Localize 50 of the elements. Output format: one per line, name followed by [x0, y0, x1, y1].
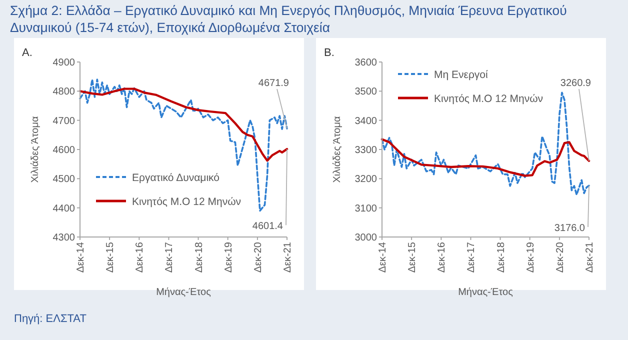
- annotation: 3176.0: [554, 223, 586, 234]
- text: Πηγή: ΕΛΣΤΑΤ: [14, 313, 87, 325]
- y-tick-label: 3100: [354, 203, 378, 214]
- y-tick-label: 4600: [52, 145, 76, 156]
- x-axis-title: Μήνας-Έτος: [156, 287, 212, 298]
- x-tick-label: Δεκ-17: [164, 242, 176, 273]
- x-tick-label: Δεκ-19: [223, 242, 234, 273]
- x-tick-label: Δεκ-20: [252, 242, 264, 273]
- annotation: 4671.9: [258, 78, 290, 89]
- legend-label: Κινητός Μ.Ο 12 Μηνών: [132, 196, 242, 208]
- x-tick-label: Δεκ-16: [134, 242, 146, 273]
- x-tick-label: Δεκ-18: [496, 242, 507, 273]
- y-tick-label: 4800: [52, 86, 76, 98]
- y-axis-title: Χιλιάδες Άτομα: [332, 116, 343, 183]
- y-tick-label: 3400: [354, 116, 378, 127]
- x-tick-label: Δεκ-19: [525, 242, 536, 273]
- line-series: [381, 92, 590, 196]
- x-tick-label: Δεκ-21: [282, 242, 294, 273]
- annotation: 4601.4: [252, 221, 284, 232]
- legend-label: Κινητός Μ.Ο 12 Μηνών: [434, 93, 544, 105]
- x-axis-title: Μήνας-Έτος: [458, 287, 514, 298]
- x-tick-label: Δεκ-21: [584, 242, 596, 273]
- legend-label: Εργατικό Δυναμικό: [132, 172, 220, 184]
- annotation: 3260.9: [560, 78, 592, 89]
- y-tick-label: 4400: [52, 203, 76, 214]
- x-tick-label: Δεκ-16: [436, 242, 448, 273]
- x-tick-label: Δεκ-14: [378, 242, 388, 273]
- x-tick-label: Δεκ-18: [194, 242, 205, 273]
- x-tick-label: Δεκ-20: [554, 242, 566, 273]
- y-tick-label: 3200: [354, 174, 378, 186]
- y-tick-label: 4300: [52, 232, 76, 244]
- y-tick-label: 3000: [354, 232, 378, 244]
- chart-subtitle: A.: [22, 47, 32, 59]
- y-tick-label: 3600: [354, 58, 378, 68]
- y-axis-title: Χιλιάδες Άτομα: [30, 116, 41, 183]
- y-tick-label: 4900: [52, 58, 76, 68]
- x-tick-label: Δεκ-17: [466, 242, 478, 273]
- chart-subtitle: B.: [324, 47, 334, 59]
- line-series: [380, 138, 590, 177]
- y-tick-label: 3500: [354, 86, 378, 98]
- x-tick-label: Δεκ-14: [76, 242, 86, 273]
- line-series: [78, 88, 288, 162]
- y-tick-label: 4500: [52, 174, 76, 186]
- chart-title: Σχήμα 2: Ελλάδα – Εργατικό Δυναμικό και Μη Ενεργός Πληθυσμός, Μηνιαία Έρευνα Εργατικού Δυναμικού (15-74 ετών), Εποχικά Διορθωμένα Στοιχεία: [10, 2, 568, 36]
- y-tick-label: 4700: [52, 116, 76, 127]
- legend-label: Μη Ενεργοί: [434, 69, 488, 81]
- line-series: [79, 78, 288, 212]
- y-tick-label: 3300: [354, 145, 378, 156]
- x-tick-label: Δεκ-15: [407, 242, 418, 273]
- x-tick-label: Δεκ-15: [105, 242, 116, 273]
